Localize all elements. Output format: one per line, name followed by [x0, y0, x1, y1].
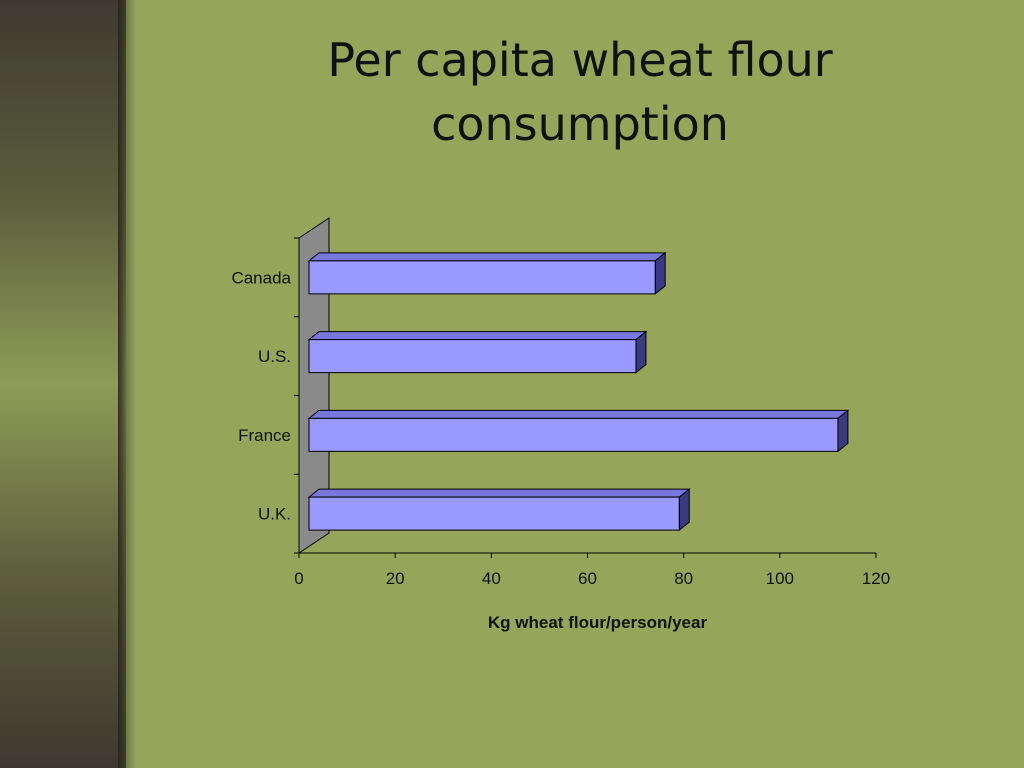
x-tick-labels: 0 20 40 60 80 100 120	[294, 569, 890, 588]
bar-top-face	[307, 488, 691, 498]
bar-uk	[307, 488, 691, 532]
category-label: Canada	[231, 268, 291, 287]
decorative-band-shadow	[118, 0, 136, 768]
x-axis-title: Kg wheat flour/person/year	[488, 613, 708, 632]
x-tick-label: 20	[386, 569, 405, 588]
slide-title-line-1: Per capita wheat flour	[327, 33, 833, 87]
bar-top-face	[307, 252, 667, 262]
bars	[307, 251, 850, 532]
bar-front-face	[308, 417, 839, 452]
bar-us	[307, 330, 648, 374]
bar-front-face	[308, 339, 637, 374]
x-tick-label: 100	[766, 569, 794, 588]
bar-top-face	[307, 409, 850, 419]
category-label: France	[238, 426, 291, 445]
bar-canada	[307, 251, 667, 295]
bar-france	[307, 409, 850, 453]
bar-front-face	[308, 496, 680, 531]
x-tick-label: 60	[578, 569, 597, 588]
x-tick-label: 120	[862, 569, 890, 588]
category-label: U.S.	[258, 347, 291, 366]
y-axis-ticks	[294, 237, 299, 554]
x-tick-label: 40	[482, 569, 501, 588]
x-tick-label: 80	[674, 569, 693, 588]
x-axis-ticks	[298, 553, 877, 558]
slide-title: Per capita wheat flour consumption	[230, 28, 930, 156]
x-tick-label: 0	[294, 569, 303, 588]
category-labels: Canada U.S. France U.K.	[231, 268, 291, 523]
bar-front-face	[308, 260, 656, 295]
decorative-left-band	[0, 0, 126, 768]
slide-title-line-2: consumption	[431, 97, 729, 151]
bar-top-face	[307, 331, 648, 341]
category-label: U.K.	[258, 505, 291, 524]
